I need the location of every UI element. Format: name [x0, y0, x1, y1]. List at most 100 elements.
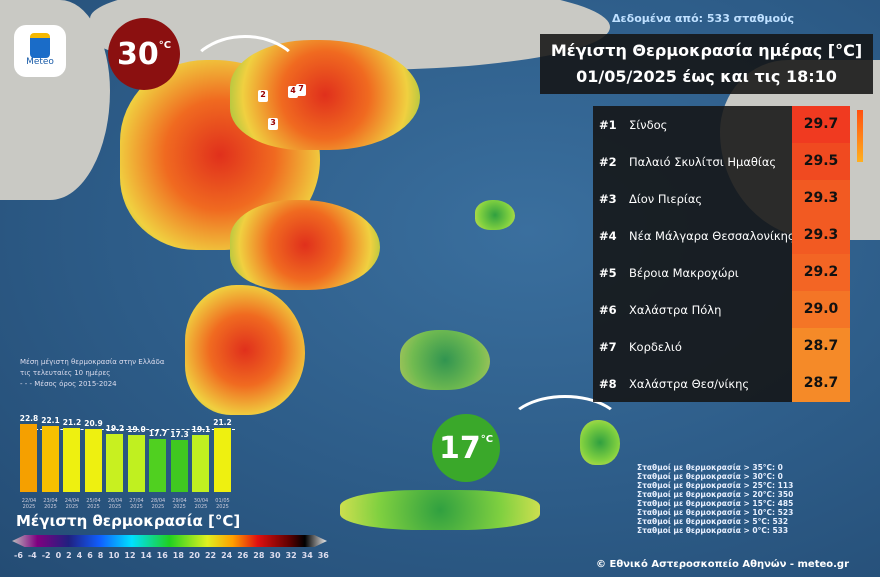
scale-tick: 12	[124, 551, 136, 560]
bar-date: 30/04 2025	[193, 498, 209, 510]
bar-date: 01/05 2025	[215, 498, 230, 510]
rank-number: #4	[599, 228, 617, 243]
stat-line: Σταθμοί με θερμοκρασία > 25°C: 113	[637, 481, 794, 490]
scale-tick: -4	[27, 551, 37, 560]
rank-number: #6	[599, 302, 617, 317]
bar-label: 17.3	[170, 430, 189, 440]
bar-date: 29/04 2025	[172, 498, 187, 510]
rank-number: #2	[599, 154, 617, 169]
station-temp: 29.0	[792, 291, 850, 328]
stat-line: Σταθμοί με θερμοκρασία > 0°C: 533	[637, 526, 789, 535]
bar-label: 21.2	[213, 418, 232, 428]
crete	[340, 490, 540, 530]
unit: °C	[158, 39, 172, 51]
unit: °C	[480, 433, 494, 445]
meteo-logo: Meteo	[14, 25, 66, 77]
bar-date: 28/04 2025	[150, 498, 166, 510]
ranking-table: #1 Σίνδος 29.7 #2 Παλαιό Σκυλίτσι Ημαθίας 29.…	[593, 106, 850, 402]
station-temp: 29.2	[792, 254, 850, 291]
scale-tick: 36	[317, 551, 329, 560]
station-name: Κορδελιό	[629, 339, 682, 354]
station-name: Χαλάστρα Πόλη	[629, 302, 722, 317]
arrow-icon	[505, 395, 625, 465]
ranking-row: #5 Βέροια Μακροχώρι 29.2	[593, 254, 850, 291]
scale-tick: -2	[41, 551, 51, 560]
stations-count: Δεδομένα από: 533 σταθμούς	[612, 12, 794, 25]
scale-tick: 0	[55, 551, 62, 560]
station-name: Σίνδος	[629, 117, 668, 132]
station-name: Δίον Πιερίας	[629, 191, 703, 206]
scale-tick: 20	[188, 551, 200, 560]
ranking-row: #6 Χαλάστρα Πόλη 29.0	[593, 291, 850, 328]
average-line	[20, 429, 235, 431]
mini-chart-title-line: Μέση μέγιστη θερμοκρασία στην Ελλάδα	[20, 358, 165, 366]
date-line: 01/05/2025 έως και τις 18:10	[576, 67, 837, 86]
scale-ticks: -6 -4 -2 0 2 4 6 8 10 12 14 16 18 20 22 24 26 28 30 32 34 36	[14, 551, 329, 560]
stat-line: Σταθμοί με θερμοκρασία > 20°C: 350	[637, 490, 794, 499]
station-marker[interactable]: 3	[268, 118, 278, 130]
scale-tick: 10	[108, 551, 120, 560]
stat-line: Σταθμοί με θερμοκρασία > 35°C: 0	[637, 463, 783, 472]
bar: 21.2 01/05 2025	[213, 418, 232, 510]
peloponnese	[185, 285, 305, 415]
arrow-icon	[185, 35, 305, 125]
bar-date: 27/04 2025	[129, 498, 144, 510]
bar-label: 19.2	[105, 424, 125, 434]
scale-tick: 4	[76, 551, 83, 560]
central-greece	[230, 200, 380, 290]
ranking-row: #8 Χαλάστρα Θεσ/νίκης 28.7	[593, 365, 850, 402]
rank-number: #5	[599, 265, 617, 280]
bar-date: 25/04 2025	[86, 498, 101, 510]
mini-chart-legend: - - - Μέσος όρος 2015-2024	[20, 380, 117, 388]
scale-tick: 24	[221, 551, 233, 560]
scale-tick: 34	[301, 551, 313, 560]
bar: 22.1 23/04 2025	[41, 416, 60, 510]
station-stats: Σταθμοί με θερμοκρασία > 35°C: 0 Σταθμοί …	[637, 463, 793, 535]
bar-date: 22/04 2025	[21, 498, 37, 510]
station-temp: 29.3	[792, 180, 850, 217]
map-title: Μέγιστη Θερμοκρασία ημέρας [°C] 01/05/20…	[540, 34, 873, 94]
bar-label: 20.9	[84, 419, 103, 429]
station-temp: 28.7	[792, 328, 850, 365]
stat-line: Σταθμοί με θερμοκρασία > 30°C: 0	[637, 472, 783, 481]
bar-label: 17.7	[148, 428, 168, 438]
ranking-row: #7 Κορδελιό 28.7	[593, 328, 850, 365]
title-line: Μέγιστη Θερμοκρασία ημέρας [°C]	[550, 41, 863, 60]
bar-date: 26/04 2025	[107, 498, 123, 510]
ranking-row: #2 Παλαιό Σκυλίτσι Ημαθίας 29.5	[593, 143, 850, 180]
station-temp: 28.7	[792, 365, 850, 402]
rank-number: #8	[599, 376, 617, 391]
bar: 17.7 28/04 2025	[149, 429, 168, 510]
bar-label: 19.1	[191, 424, 211, 434]
scale-tick: 14	[140, 551, 152, 560]
scale-tick: 32	[285, 551, 297, 560]
bar: 17.3 29/04 2025	[170, 430, 189, 510]
mini-chart-title: Μέση μέγιστη θερμοκρασία στην Ελλάδα τις…	[20, 357, 165, 390]
scale-tick: 6	[87, 551, 93, 560]
min-temp-value: 17	[438, 430, 481, 466]
stat-line: Σταθμοί με θερμοκρασία > 10°C: 523	[637, 508, 794, 517]
bar: 19.1 30/04 2025	[192, 425, 211, 510]
stat-line: Σταθμοί με θερμοκρασία > 15°C: 485	[637, 499, 794, 508]
station-temp: 29.7	[792, 106, 850, 143]
station-name: Χαλάστρα Θεσ/νίκης	[629, 376, 750, 391]
scale-tick: 16	[156, 551, 168, 560]
bar: 22.8 22/04 2025	[20, 414, 39, 510]
scale-tick: 18	[172, 551, 184, 560]
bar-label: 19.0	[127, 425, 146, 434]
mini-bar-chart: 22.8 22/04 2025 22.1 23/04 2025 21.2 24/04 20…	[20, 414, 235, 510]
min-temp-badge: 17 °C	[432, 414, 500, 482]
scale-tick: -6	[14, 551, 23, 560]
ranking-row: #1 Σίνδος 29.7	[593, 106, 850, 143]
scale-tick: 28	[253, 551, 265, 560]
rank-number: #1	[599, 117, 617, 132]
bar-label: 22.8	[19, 413, 39, 423]
scale-tick: 30	[269, 551, 281, 560]
rank-number: #7	[599, 339, 617, 354]
up-arrow-icon	[857, 110, 863, 162]
ranking-row: #3 Δίον Πιερίας 29.3	[593, 180, 850, 217]
cyclades	[400, 330, 490, 390]
bar-date: 24/04 2025	[64, 498, 80, 510]
legend-label: Μέσος όρος 2015-2024	[34, 380, 117, 388]
mini-chart-title-line: τις τελευταίες 10 ημέρες	[20, 369, 111, 377]
